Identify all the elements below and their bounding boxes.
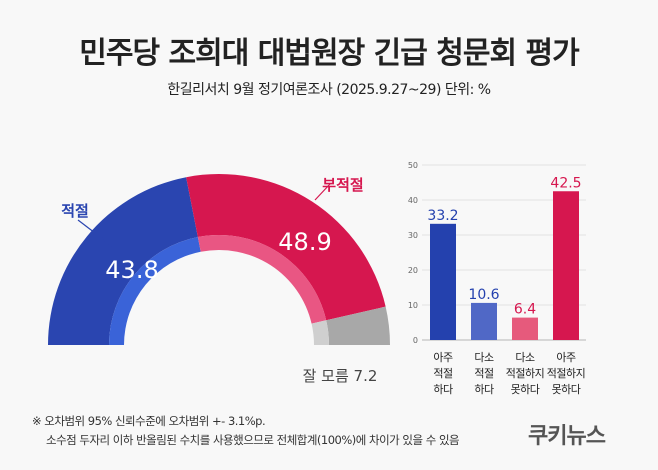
donut-label: 잘 모름 7.2 [303,367,378,385]
y-tick-label: 50 [408,161,418,170]
y-tick-label: 20 [408,266,418,275]
x-tick-label: 못하다 [552,382,581,396]
bar-value-label: 10.6 [468,287,499,303]
donut-inner-ring-2 [197,235,327,324]
bar [553,191,579,340]
footnote-line-1: ※ 오차범위 95% 신뢰수준에 오차범위 +- 3.1%p. [32,414,266,428]
donut-value: 43.8 [105,256,158,284]
donut-slice-1 [48,177,198,345]
y-tick-label: 0 [413,336,418,345]
donut-value: 48.9 [278,228,331,256]
logo: 쿠키뉴스 [528,424,606,449]
page-title: 민주당 조희대 대법원장 긴급 청문회 평가 [79,36,579,71]
x-tick-label: 다소 [474,351,494,364]
bar [430,223,456,340]
x-tick-label: 적절하지 [547,366,585,380]
leader-line [77,219,113,247]
bar-value-label: 33.2 [427,208,458,224]
donut-slice-2 [186,174,386,321]
donut-inner-ring-1 [109,237,201,345]
bar [471,302,497,340]
x-tick-label: 아주 [556,351,576,364]
bar-value-label: 6.4 [514,302,536,318]
donut-inner-ring-3 [311,320,329,345]
x-tick-label: 하다 [474,382,494,396]
donut-label: 적절 [61,202,89,220]
donut-slice-3 [326,306,390,345]
x-tick-label: 못하다 [511,382,540,396]
x-tick-label: 적절하지 [506,366,544,380]
y-tick-label: 40 [408,196,418,205]
bar [512,317,538,340]
subtitle: 한길리서치 9월 정기여론조사 (2025.9.27~29) 단위: % [167,82,491,98]
y-tick-label: 30 [408,231,418,240]
x-tick-label: 적절 [433,367,453,380]
footnote-line-2: 소수점 두자리 이하 반올림된 수치를 사용했으므로 전체합계(100%)에 차… [46,433,460,447]
x-tick-label: 다소 [515,351,535,364]
leader-line [314,183,331,201]
x-tick-label: 적절 [474,367,494,380]
x-tick-label: 아주 [433,351,453,364]
bar-value-label: 42.5 [550,175,581,191]
x-tick-label: 하다 [433,382,453,396]
donut-label: 부적절 [322,176,363,194]
y-tick-label: 10 [408,301,418,310]
